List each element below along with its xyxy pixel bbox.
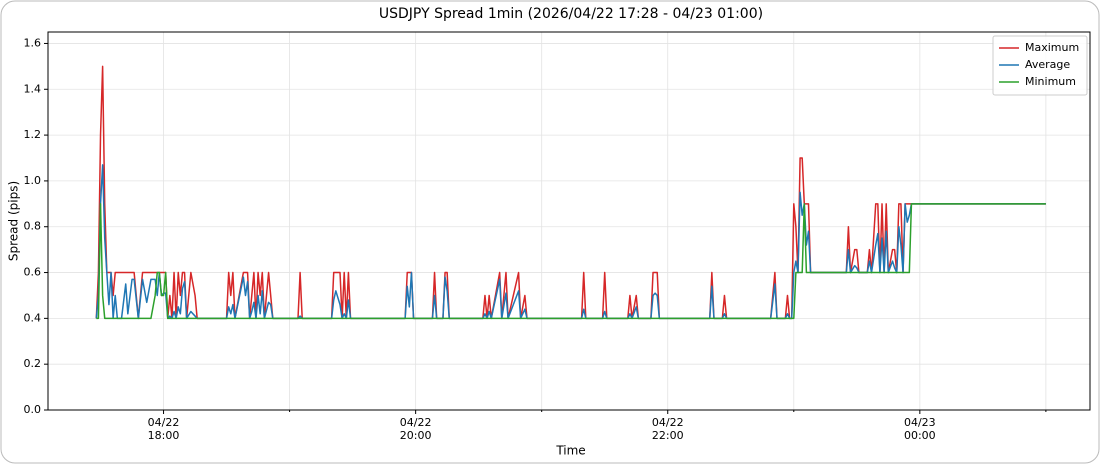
y-tick-label: 1.2 [24, 128, 42, 141]
legend-label: Average [1025, 58, 1070, 71]
legend: Maximum Average Minimum [992, 35, 1088, 96]
legend-box [992, 35, 1088, 96]
x-tick-label: 04/23 00:00 [903, 416, 936, 442]
y-tick-label: 0.8 [24, 220, 42, 233]
y-tick-label: 1.0 [24, 174, 42, 187]
series-line [96, 203, 1046, 320]
x-tick-label: 04/22 20:00 [399, 416, 432, 442]
y-tick-label: 1.4 [24, 82, 42, 95]
chart-title: USDJPY Spread 1min (2026/04/22 17:28 - 0… [379, 6, 763, 22]
x-tick-label: 04/22 18:00 [147, 416, 180, 442]
legend-label: Minimum [1025, 75, 1076, 88]
y-tick-label: 0.4 [24, 311, 42, 324]
x-tick-label: 04/22 22:00 [651, 416, 684, 442]
y-tick-label: 0.6 [24, 266, 42, 279]
y-tick-label: 1.6 [24, 36, 42, 49]
y-tick-label: 0.2 [24, 357, 42, 370]
plot-border [47, 31, 1091, 411]
x-axis-label: Time [555, 444, 585, 458]
y-axis-label: Spread (pips) [7, 181, 21, 261]
legend-label: Maximum [1025, 41, 1079, 54]
y-tick-label: 0.0 [24, 403, 42, 416]
